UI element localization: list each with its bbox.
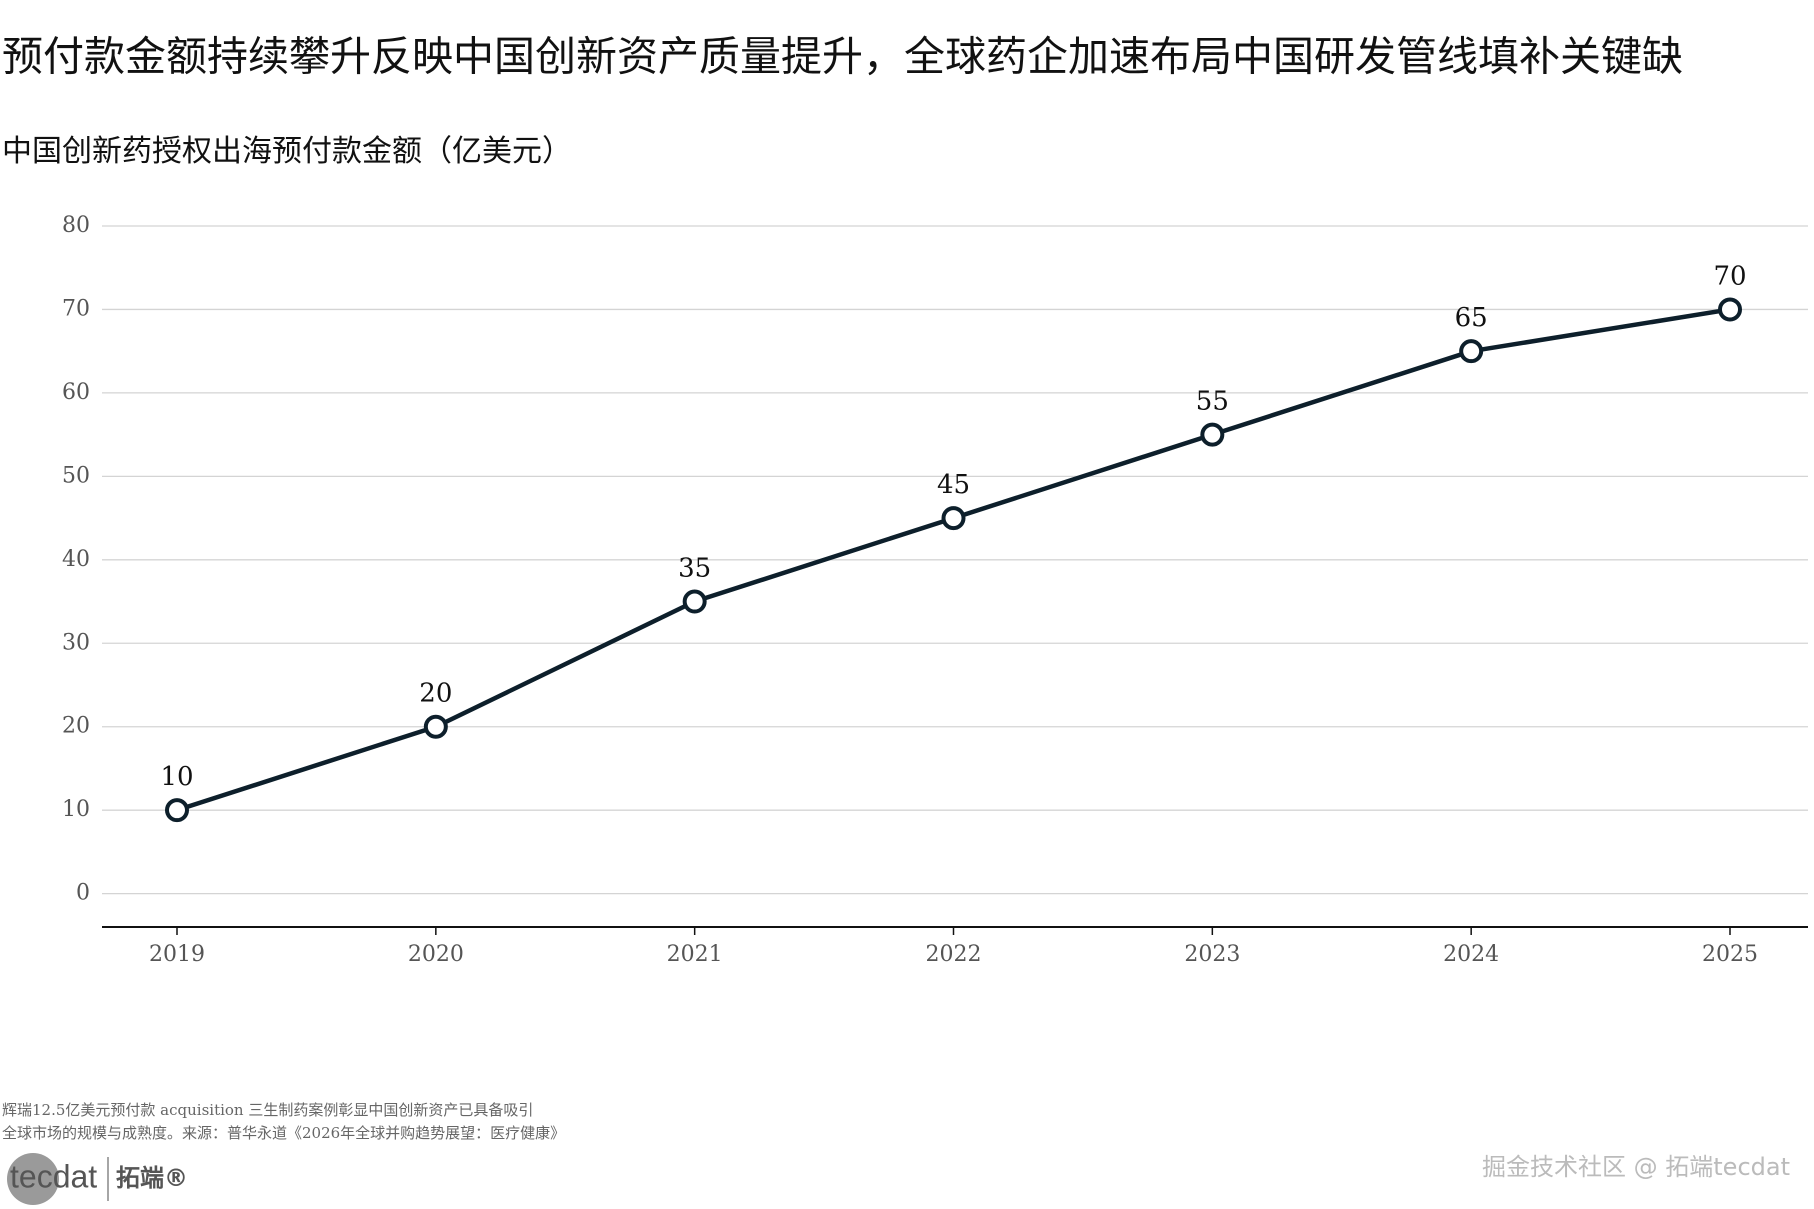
y-tick-label: 70 xyxy=(62,296,90,321)
data-label: 35 xyxy=(678,554,711,584)
footnote: 全球市场的规模与成熟度。来源：普华永道《2026年全球并购趋势展望：医疗健康》 xyxy=(2,1124,565,1142)
y-tick-label: 10 xyxy=(62,797,90,822)
chart-title: 预付款金额持续攀升反映中国创新资产质量提升，全球药企加速布局中国研发管线填补关键… xyxy=(2,33,1683,81)
data-point xyxy=(1459,339,1484,364)
data-point xyxy=(165,798,189,823)
logo-badge xyxy=(7,1153,59,1205)
x-tick-label: 2020 xyxy=(408,942,464,967)
data-label: 70 xyxy=(1713,261,1746,291)
data-label: 65 xyxy=(1455,303,1488,333)
logo-brand: tecdat xyxy=(10,1158,97,1194)
y-tick-label: 60 xyxy=(62,380,90,405)
data-point xyxy=(1718,297,1742,322)
data-label: 20 xyxy=(419,679,452,709)
logo-name: 拓端® xyxy=(116,1164,188,1192)
data-label: 45 xyxy=(937,470,970,500)
footnote: 辉瑞12.5亿美元预付款 acquisition 三生制药案例彰显中国创新资产已… xyxy=(2,1101,533,1119)
x-tick-label: 2025 xyxy=(1702,942,1758,967)
y-tick-label: 30 xyxy=(62,630,90,655)
y-tick-label: 50 xyxy=(62,463,90,488)
data-label: 10 xyxy=(160,762,193,792)
x-tick-label: 2024 xyxy=(1443,942,1499,967)
x-tick-label: 2019 xyxy=(149,942,205,967)
data-label: 55 xyxy=(1196,387,1229,417)
y-tick-label: 80 xyxy=(62,213,90,238)
data-point xyxy=(1200,422,1225,447)
data-point xyxy=(682,589,707,614)
data-point xyxy=(941,506,966,531)
data-point xyxy=(423,714,448,739)
x-tick-label: 2023 xyxy=(1184,942,1240,967)
y-tick-label: 0 xyxy=(76,881,90,906)
chart-subtitle: 中国创新药授权出海预付款金额（亿美元） xyxy=(2,134,572,169)
y-tick-label: 40 xyxy=(62,547,90,572)
x-tick-label: 2022 xyxy=(926,942,982,967)
x-tick-label: 2021 xyxy=(667,942,723,967)
y-tick-label: 20 xyxy=(62,714,90,739)
watermark: 掘金技术社区 @ 拓端tecdat xyxy=(1482,1153,1790,1181)
